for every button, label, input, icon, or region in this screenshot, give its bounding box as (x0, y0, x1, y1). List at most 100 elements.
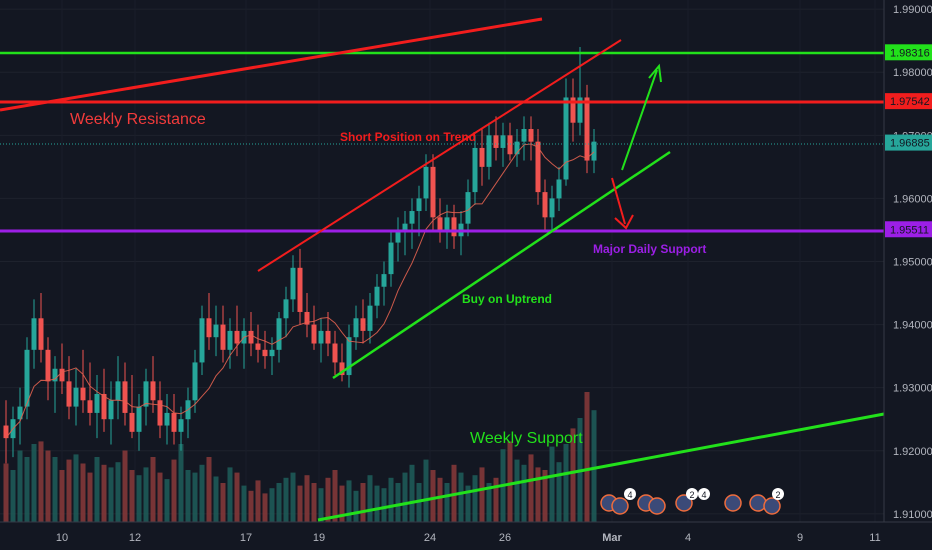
price-tag (885, 134, 932, 151)
candle-body (101, 393, 107, 420)
weekly-resistance-trendline (0, 17, 543, 112)
price-tag-label: 1.97542 (890, 96, 930, 108)
time-tick-label: Mar (602, 532, 622, 544)
time-axis-panel[interactable] (0, 522, 932, 550)
price-tick-label: 1.99000 (893, 4, 932, 16)
candle-body (199, 318, 205, 363)
candle-body (283, 299, 289, 319)
volume-bar (549, 446, 555, 522)
event-count-badge[interactable] (686, 488, 698, 500)
event-count-badge[interactable] (624, 488, 636, 500)
volume-bar (332, 470, 338, 522)
candle-body (570, 97, 576, 123)
volume-bar (381, 488, 387, 522)
volume-bar (367, 475, 373, 522)
candle-body (465, 192, 471, 224)
price-axis-panel[interactable] (884, 0, 932, 522)
candle-body (262, 349, 268, 357)
volume-bar (269, 488, 275, 522)
flag-icon[interactable] (648, 497, 666, 515)
candle-body (472, 147, 478, 193)
candle-body (493, 135, 499, 148)
candle-body (444, 217, 450, 230)
candle-body (325, 330, 331, 344)
volume-bar (94, 457, 100, 522)
volume-bar (52, 457, 58, 522)
candle-body (52, 368, 58, 382)
volume-bar (66, 459, 72, 522)
volume-bar (143, 467, 149, 522)
candle-body (164, 412, 170, 426)
volume-bar (297, 485, 303, 522)
candle-body (276, 318, 282, 350)
volume-bar (80, 463, 86, 522)
candle-body (17, 406, 23, 420)
candle-body (108, 400, 114, 420)
candle-body (3, 425, 9, 439)
candle-body (290, 267, 296, 300)
time-tick-label: 24 (424, 532, 436, 544)
volume-bar (353, 490, 359, 522)
volume-bar (220, 483, 226, 522)
price-tag (885, 44, 932, 61)
volume-bar (395, 483, 401, 522)
volume-bar (430, 470, 436, 522)
volume-bar (311, 483, 317, 522)
flag-icon[interactable] (763, 497, 781, 515)
candle-body (129, 412, 135, 432)
flag-icon[interactable] (611, 497, 629, 515)
volume-bar (129, 470, 135, 522)
candlesticks (3, 47, 597, 464)
volume-bar (227, 467, 233, 522)
event-count-badge[interactable] (772, 488, 784, 500)
candle-body (31, 318, 37, 350)
flag-icon[interactable] (724, 494, 742, 512)
candle-body (402, 223, 408, 230)
time-tick-label: 11 (869, 532, 880, 544)
flag-icon[interactable] (749, 494, 767, 512)
candle-body (416, 198, 422, 212)
candle-body (255, 343, 261, 350)
major-daily-support-label: Major Daily Support (593, 242, 706, 256)
volume-bar (507, 441, 513, 522)
time-tick-label: 19 (313, 532, 325, 544)
volume-bar (45, 450, 51, 522)
candle-body (213, 324, 219, 338)
volume-bar (318, 488, 324, 522)
volume-bar (444, 483, 450, 522)
volume-bar (535, 467, 541, 522)
candle-body (360, 318, 366, 331)
price-tag-label: 1.98316 (890, 47, 930, 59)
candle-body (87, 400, 93, 413)
moving-average-line (5, 143, 595, 439)
price-tick-label: 1.92000 (893, 446, 932, 458)
candle-body (528, 129, 534, 142)
volume-bar (241, 485, 247, 522)
candle-body (374, 286, 380, 306)
volume-bar (276, 483, 282, 522)
candle-body (297, 267, 303, 312)
candle-body (388, 242, 394, 275)
volume-bar (521, 464, 527, 522)
event-count-text: 4 (627, 490, 632, 500)
volume-bar (437, 477, 443, 522)
volume-bar (465, 485, 471, 522)
volume-bar (213, 476, 219, 522)
volume-bar (108, 467, 114, 522)
time-tick-label: 17 (240, 532, 252, 544)
candle-body (66, 381, 72, 407)
candle-body (24, 349, 30, 407)
volume-bar (157, 472, 163, 522)
volume-bar (178, 444, 184, 522)
event-badges[interactable]: 4 2 4 2 (600, 488, 784, 515)
candle-body (353, 318, 359, 338)
event-count-badge[interactable] (698, 488, 710, 500)
volume-bar (115, 462, 121, 522)
candle-body (591, 141, 597, 161)
volume-bar (192, 472, 198, 522)
volume-bar (556, 462, 562, 522)
flag-icon[interactable] (675, 494, 693, 512)
volume-bar (31, 444, 37, 522)
candle-body (136, 406, 142, 432)
